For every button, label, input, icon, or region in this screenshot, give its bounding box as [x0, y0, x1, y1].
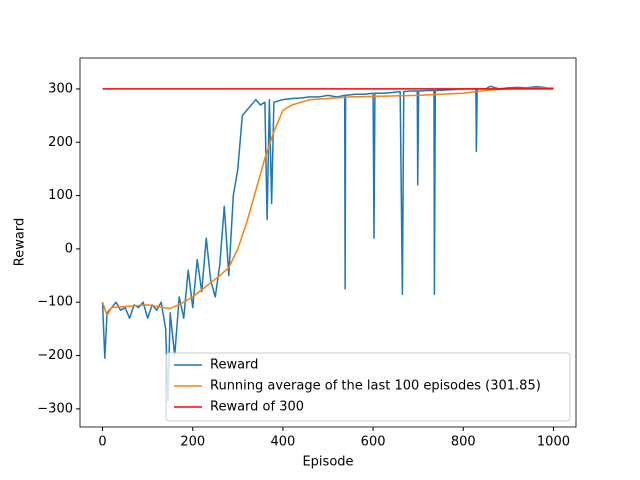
- x-tick-label: 1000: [537, 435, 570, 450]
- x-tick-label: 600: [361, 435, 386, 450]
- plot-frame: [79, 57, 577, 428]
- legend-box: [165, 352, 571, 422]
- x-axis-label: Episode: [302, 455, 353, 470]
- y-tick-label: 200: [48, 135, 73, 150]
- y-tick-label: −200: [37, 348, 73, 363]
- y-tick-label: 0: [65, 241, 73, 256]
- legend-label: Reward: [210, 358, 258, 373]
- legend-label: Reward of 300: [210, 400, 304, 415]
- line-series: [101, 87, 554, 317]
- x-tick-label: 200: [180, 435, 205, 450]
- x-tick-label: 0: [98, 435, 106, 450]
- x-tick-label: 400: [270, 435, 295, 450]
- legend-label: Running average of the last 100 episodes…: [210, 379, 541, 394]
- y-tick-label: −300: [37, 401, 73, 416]
- y-axis-label: Reward: [13, 218, 28, 266]
- x-tick-label: 800: [451, 435, 476, 450]
- y-tick-label: 100: [48, 188, 73, 203]
- y-tick-label: −100: [37, 295, 73, 310]
- y-tick-label: 300: [48, 81, 73, 96]
